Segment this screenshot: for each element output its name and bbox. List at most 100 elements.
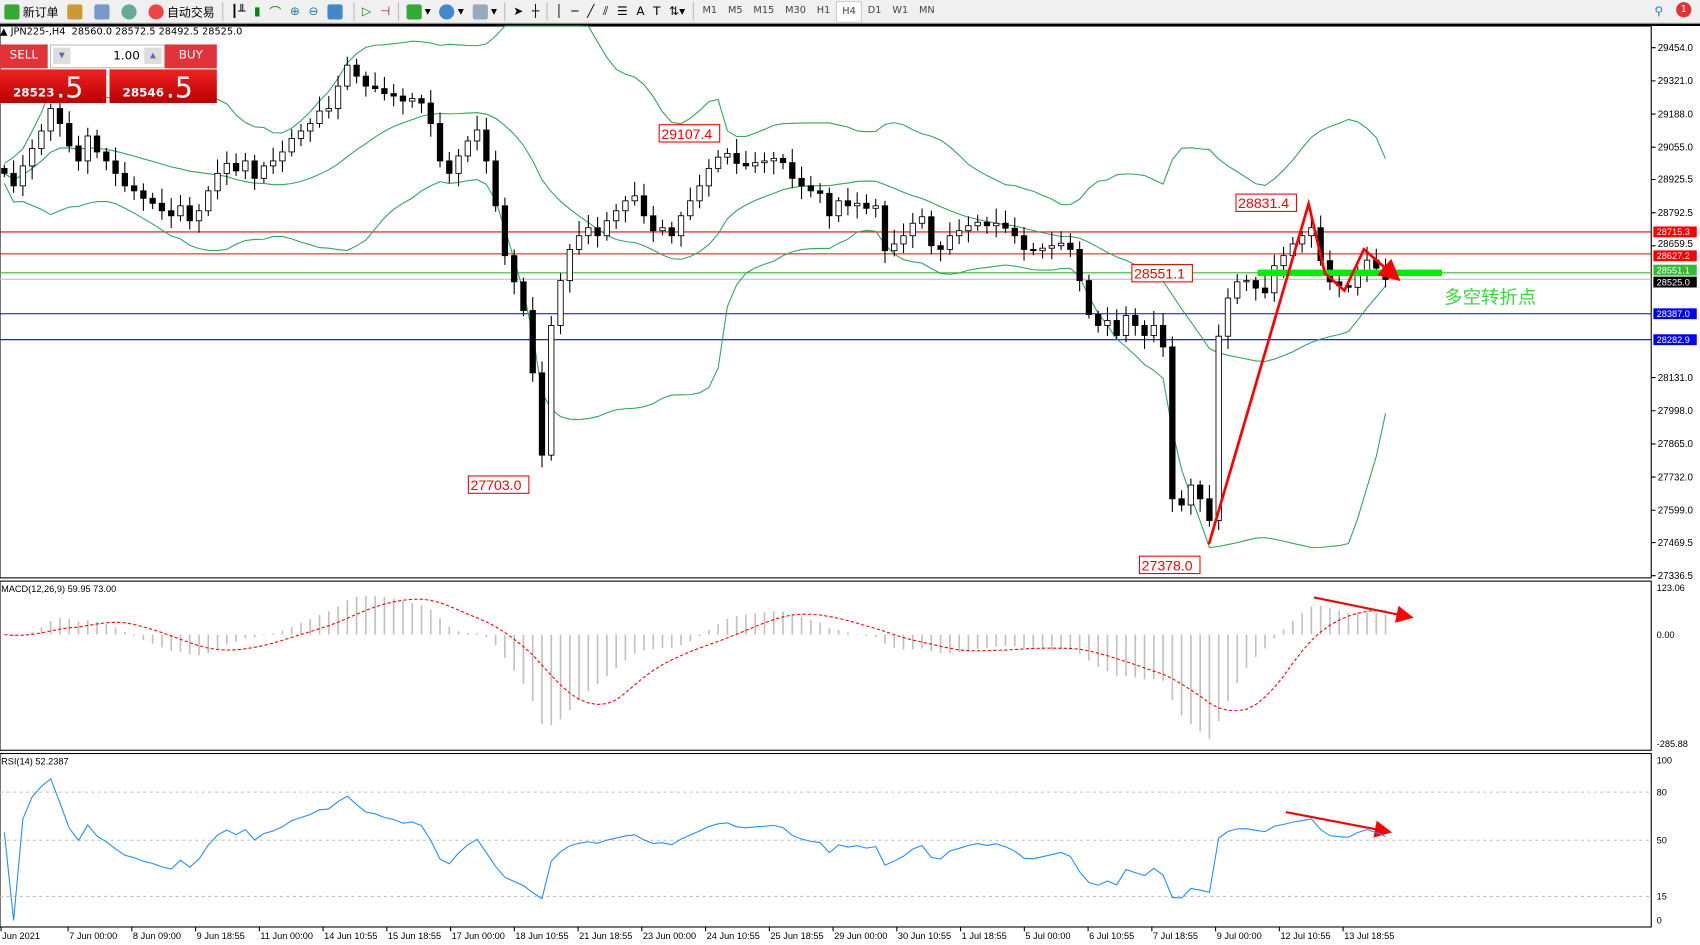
candle (1067, 233, 1074, 257)
candle-body (270, 160, 277, 167)
periods-button[interactable]: ▾ (435, 1, 468, 23)
candle-body (93, 135, 101, 153)
zoom-in-button[interactable]: ⊕ (289, 4, 300, 19)
line-chart-button[interactable]: ⌒ (269, 4, 282, 19)
candle (1095, 310, 1102, 333)
candle-body (455, 155, 462, 174)
candle-body (1085, 280, 1093, 315)
notification-badge[interactable]: 1 (1676, 2, 1692, 18)
search-icon[interactable]: ⚲ (1654, 4, 1664, 19)
candle-body (390, 93, 397, 97)
timeframe-h1[interactable]: H1 (816, 4, 831, 16)
navigator-icon (94, 3, 110, 19)
candle (1122, 306, 1130, 343)
rsi-axis-label: 100 (1657, 755, 1672, 765)
candle (854, 192, 861, 219)
sell-price[interactable]: 28523.5 (0, 69, 107, 105)
macd-signal-line (4, 598, 1386, 712)
volume-decrease-button[interactable]: ▼ (53, 47, 71, 64)
timeframe-mn[interactable]: MN (919, 4, 935, 16)
candle-chart-button[interactable]: ▮ (253, 4, 261, 19)
text-button[interactable]: A (636, 4, 645, 19)
candle-body (1187, 484, 1195, 506)
zoom-out-button[interactable]: ⊖ (308, 4, 319, 19)
candle-body (56, 108, 64, 124)
price-marker (1653, 334, 1697, 346)
candle (1002, 210, 1009, 233)
candle (668, 221, 675, 244)
price-tick-label: 27865.0 (1658, 439, 1694, 450)
buy-button[interactable]: BUY (164, 44, 217, 69)
candle-body (789, 162, 796, 179)
horizontal-line-button[interactable]: ─ (571, 4, 579, 19)
toolbar: 新订单 自动交易 ┃╨ ▮ ⌒ ⊕ ⊖ ▷ ⊣ ▾ ▾ ▾ ➤ ┼ │ ─ ╱ … (0, 0, 1700, 24)
candle (742, 150, 750, 170)
candle (891, 229, 898, 257)
timeframe-m30[interactable]: M30 (785, 4, 806, 16)
candle-body (1011, 227, 1018, 237)
equidistant-channel-button[interactable]: ⫽ (602, 3, 609, 18)
text-label-button[interactable]: T (653, 4, 661, 19)
trendline-button[interactable]: ╱ (587, 4, 595, 19)
time-tick-label: 25 Jun 18:55 (770, 931, 823, 941)
sell-button[interactable]: SELL (0, 44, 48, 69)
candle-body (492, 160, 499, 207)
navigator-button[interactable] (90, 1, 117, 23)
candle (1085, 274, 1093, 319)
vertical-line-button[interactable]: │ (555, 4, 563, 19)
templates-button[interactable]: ▾ (468, 1, 501, 23)
macd-axis-label: 123.06 (1657, 583, 1685, 593)
candle-body (1067, 242, 1074, 250)
candle-body (75, 145, 82, 162)
candle-body (687, 200, 694, 217)
candle-body (650, 215, 657, 232)
timeframe-m5[interactable]: M5 (727, 4, 743, 16)
candle-body (854, 202, 861, 207)
arrows-button[interactable]: ⇅▾ (669, 4, 686, 19)
volume-increase-button[interactable]: ▲ (144, 47, 162, 64)
candle-body (1141, 325, 1148, 336)
auto-trading-button[interactable]: 自动交易 (144, 1, 219, 23)
timeframe-w1[interactable]: W1 (892, 4, 909, 16)
bar-chart-button[interactable]: ┃╨ (230, 4, 246, 19)
candle (399, 88, 407, 115)
autoscroll-button[interactable]: ▷ (361, 4, 372, 19)
candle (807, 176, 814, 198)
candle-body (1095, 314, 1102, 326)
candle-body (168, 210, 175, 217)
time-tick-label: 1 Jul 18:55 (962, 931, 1007, 941)
price-marker (1653, 308, 1697, 320)
timeframe-m15[interactable]: M15 (753, 4, 775, 16)
price-marker (1653, 226, 1697, 238)
timeframe-m1[interactable]: M1 (702, 4, 718, 16)
candle-body (1030, 248, 1037, 252)
price-tick-label: 27998.0 (1658, 406, 1694, 417)
signals-button[interactable] (117, 1, 144, 23)
timeframe-h4[interactable]: H4 (835, 0, 863, 23)
history-button[interactable] (63, 1, 90, 23)
volume-value[interactable]: 1.00 (113, 48, 140, 63)
candle-body (538, 372, 546, 456)
fibonacci-button[interactable]: ☰ (616, 4, 628, 19)
timeframe-d1[interactable]: D1 (867, 4, 882, 16)
crosshair-button[interactable]: ┼ (531, 4, 540, 19)
price-tick-label: 28925.5 (1658, 175, 1694, 186)
new-order-button[interactable]: 新订单 (0, 1, 63, 23)
volume-field[interactable]: ▼ 1.00 ▲ (49, 44, 165, 69)
price-tick-label: 28659.5 (1658, 239, 1694, 250)
candle (232, 153, 240, 176)
trend-arrow (1207, 198, 1401, 545)
candle (1020, 226, 1028, 261)
chart-shift-button[interactable]: ⊣ (379, 4, 391, 19)
turning-point-label: 多空转折点 (1444, 287, 1536, 308)
candle (121, 161, 128, 192)
cursor-button[interactable]: ➤ (513, 4, 524, 19)
buy-price[interactable]: 28546.5 (109, 69, 217, 105)
indicators-button[interactable]: ▾ (402, 1, 435, 23)
tile-windows-button[interactable] (323, 1, 350, 23)
candle (1132, 308, 1139, 336)
candle (511, 249, 518, 295)
candle (1104, 307, 1111, 336)
